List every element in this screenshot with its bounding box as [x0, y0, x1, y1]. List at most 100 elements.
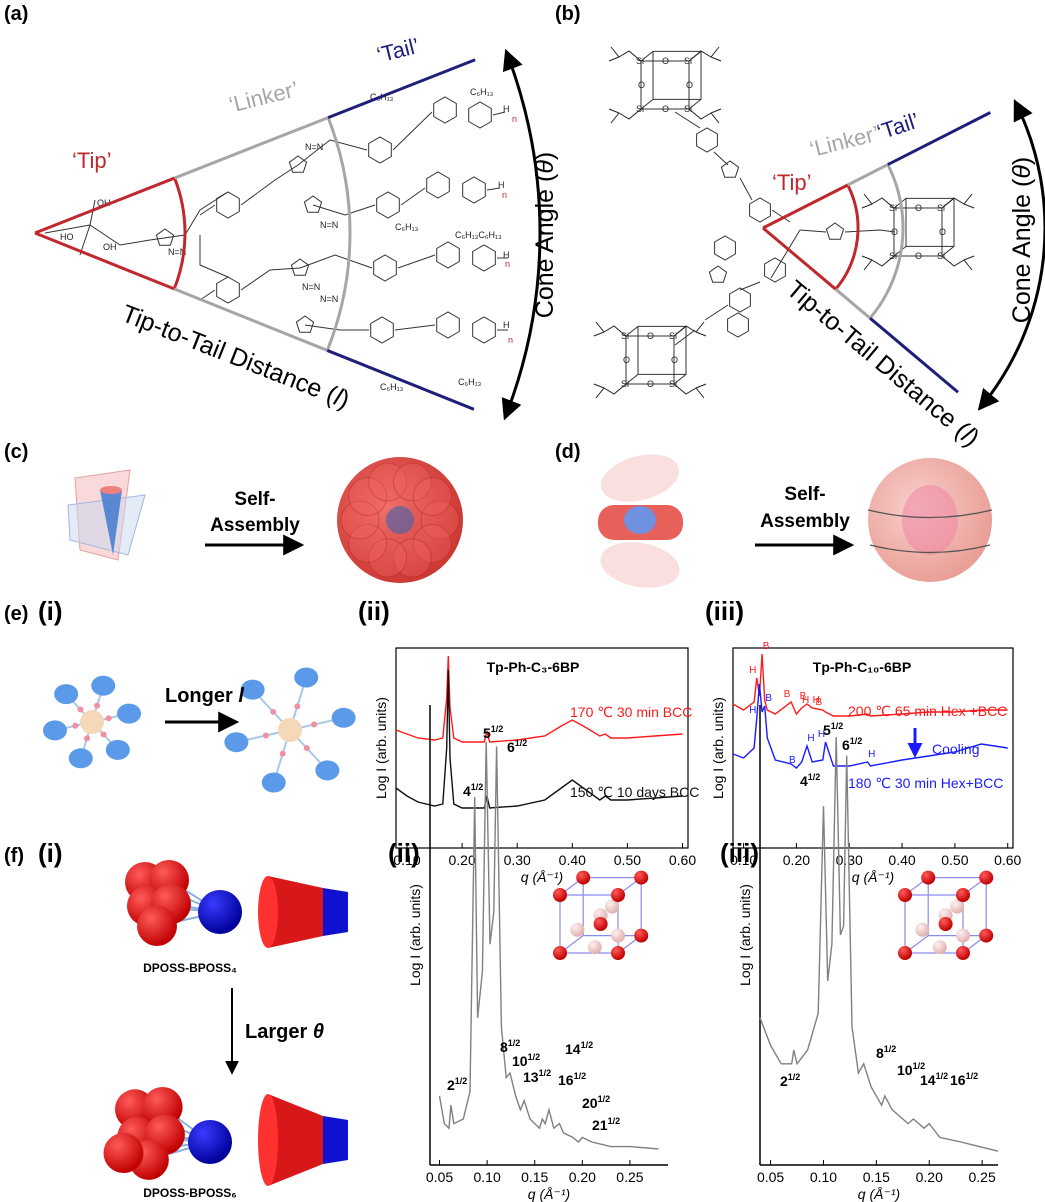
- chem-label: C₆H₁₃: [458, 377, 482, 387]
- chem-label: C₆H₁₃: [380, 382, 404, 392]
- atom: [939, 917, 953, 931]
- peak-index: 2: [780, 1073, 788, 1089]
- label: (iii): [705, 596, 744, 626]
- label-part: Cone Angle (: [531, 173, 559, 318]
- ring: [469, 102, 492, 128]
- peak-exponent: 1/2: [528, 1052, 541, 1062]
- y-axis-label: Log I (arb. units): [737, 884, 753, 986]
- atom-label: O: [662, 104, 669, 114]
- chem-label: C₆H₁₃: [395, 222, 419, 232]
- ring: [728, 313, 749, 337]
- peak-label: 201/2: [582, 1094, 610, 1111]
- ring: [304, 196, 321, 212]
- peak-index: 8: [876, 1045, 884, 1061]
- peak-label: 141/2: [565, 1040, 593, 1057]
- ring: [289, 156, 306, 172]
- ring: [721, 161, 738, 177]
- y-axis-label: Log I (arb. units): [373, 697, 389, 799]
- x-tick-label: 0.50: [614, 852, 641, 868]
- atom: [611, 946, 625, 960]
- chem-label: N=N: [320, 294, 338, 304]
- peak-label: 41/2: [463, 782, 483, 799]
- ring: [473, 245, 496, 271]
- tail-label: ‘Tail’: [374, 33, 422, 68]
- angle-label: Cone Angle (θ): [531, 152, 559, 318]
- center: [278, 718, 302, 742]
- dot: [311, 722, 317, 728]
- annotation: Cooling: [932, 741, 979, 757]
- x-tick-label: 0.10: [730, 852, 757, 868]
- peak-index: 5: [483, 725, 491, 741]
- plot-frame: [396, 648, 688, 848]
- x-axis-label: q (Å⁻¹): [521, 869, 563, 885]
- peak-index: 21: [592, 1117, 608, 1133]
- peak-index: 10: [512, 1053, 528, 1069]
- peak-label: B: [784, 689, 791, 700]
- blob: [91, 676, 115, 696]
- x-axis-label: q (Å⁻¹): [858, 1186, 900, 1202]
- peak-label: B: [765, 693, 772, 704]
- shape: [942, 194, 974, 208]
- core: [386, 506, 414, 534]
- shape: [393, 112, 508, 330]
- peak-label: 51/2: [483, 724, 503, 741]
- dot: [106, 715, 112, 721]
- atom: [588, 940, 602, 954]
- x-tick-label: 0.50: [941, 852, 968, 868]
- tip-label: ‘Tip’: [772, 170, 812, 195]
- label-part: θ: [1008, 165, 1036, 179]
- x-tick-label: 0.60: [669, 852, 696, 868]
- peak-label: 101/2: [512, 1052, 540, 1069]
- ring: [697, 128, 718, 152]
- atom-label: Si: [937, 251, 945, 261]
- ring: [374, 255, 397, 281]
- arrow-label: Longer l: [165, 685, 244, 707]
- blob: [241, 680, 265, 700]
- atom-label: O: [647, 379, 654, 389]
- atom-label: Si: [937, 203, 945, 213]
- blob: [294, 667, 318, 687]
- peak-exponent: 1/2: [491, 724, 504, 734]
- peak-index: 6: [507, 739, 515, 755]
- ring: [473, 317, 496, 343]
- disc: [597, 536, 683, 593]
- peak-label: 61/2: [842, 736, 862, 753]
- peak-index: 4: [463, 783, 471, 799]
- peak-exponent: 1/2: [608, 1116, 621, 1126]
- peak-exponent: 1/2: [539, 1068, 552, 1078]
- annotation: 170 ℃ 30 min BCC: [570, 704, 692, 720]
- x-tick-label: 0.25: [616, 1169, 643, 1185]
- ring: [463, 177, 486, 203]
- x-axis-label: q (Å⁻¹): [852, 869, 894, 885]
- annotation: 180 ℃ 30 min Hex+BCC: [848, 775, 1003, 791]
- atom-label: O: [662, 56, 669, 66]
- label-part: θ: [313, 1021, 324, 1043]
- atom: [634, 871, 648, 885]
- chem-label: C₆H₁₃: [470, 87, 494, 97]
- dot: [294, 703, 300, 709]
- peak-index: 2: [447, 1077, 455, 1093]
- blob: [117, 704, 141, 724]
- atom-label: Si: [684, 104, 692, 114]
- angle-label: Cone Angle (θ): [1008, 157, 1036, 323]
- chem-label: N=N: [305, 142, 323, 152]
- peak-index: 8: [500, 1039, 508, 1055]
- x-tick-label: 0.30: [504, 852, 531, 868]
- series-line: [440, 742, 659, 1149]
- ring: [709, 266, 726, 282]
- chart-title: Tp-Ph-C₃-6BP: [487, 659, 580, 675]
- peak-label: 51/2: [823, 721, 843, 738]
- x-tick-label: 0.40: [888, 852, 915, 868]
- atom: [979, 929, 993, 943]
- atom: [553, 888, 567, 902]
- peak-label: B: [789, 755, 796, 766]
- disc: [596, 446, 685, 509]
- peak-index: 13: [523, 1069, 539, 1085]
- dot: [84, 735, 90, 741]
- cone-blue: [323, 888, 348, 936]
- peak-exponent: 1/2: [936, 1071, 949, 1081]
- chem-label: OH: [103, 242, 117, 252]
- ring: [434, 97, 457, 123]
- band: [902, 485, 958, 555]
- ring: [826, 223, 843, 239]
